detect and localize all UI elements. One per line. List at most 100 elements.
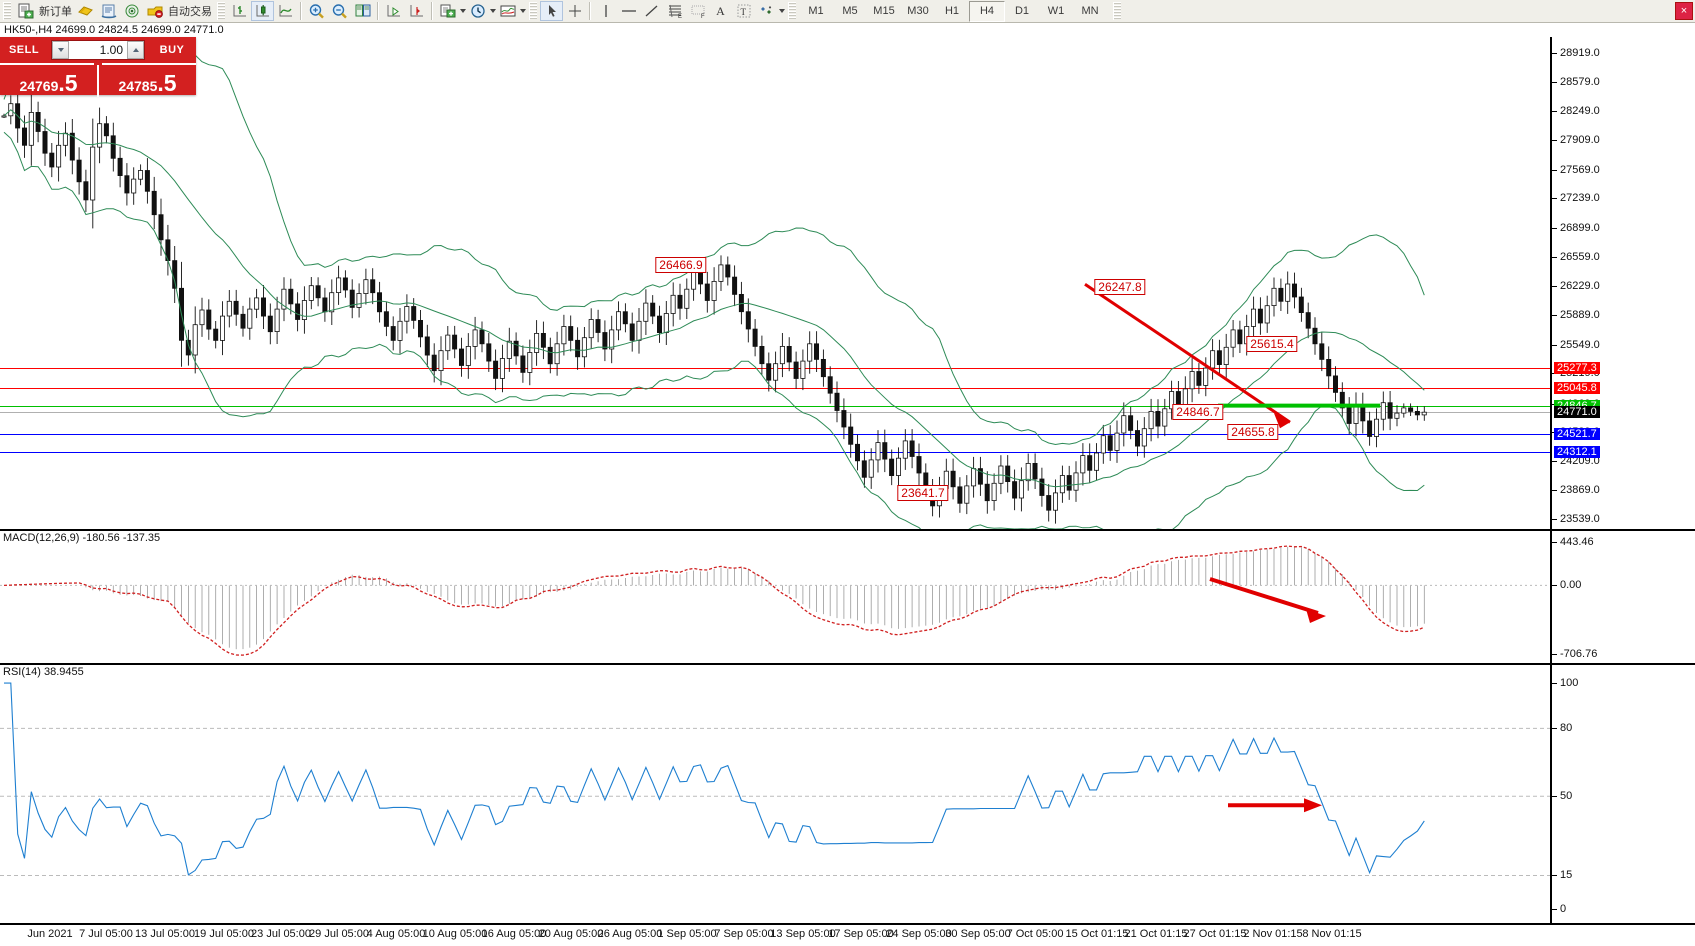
auto-scroll-icon[interactable] <box>382 1 405 21</box>
buy-price-int: 24785 <box>118 78 158 94</box>
toolbar-grip-5[interactable] <box>1113 2 1121 20</box>
one-click-trading-panel[interactable]: SELL 1.00 BUY 24769.5 24785.5 <box>0 37 196 97</box>
timeframe-m5[interactable]: M5 <box>842 5 858 17</box>
templates-dropdown-caret[interactable] <box>520 9 526 13</box>
autotrade-label[interactable]: 自动交易 <box>168 6 212 18</box>
level-badge[interactable]: 24521.7 <box>1554 427 1600 440</box>
level-badge[interactable]: 24771.0 <box>1554 406 1600 419</box>
toolbar-grip-2[interactable] <box>217 2 225 20</box>
level-line[interactable] <box>0 412 1550 414</box>
timeframe-m15[interactable]: M15 <box>873 5 895 17</box>
level-badge[interactable]: 24312.1 <box>1554 445 1600 458</box>
time-axis[interactable]: Jun 2021 7 Jul 05:00 13 Jul 05:00 19 Jul 05… <box>0 923 1695 946</box>
toolbar-grip-4[interactable] <box>788 2 796 20</box>
fibonacci-icon[interactable]: E <box>663 1 686 21</box>
sell-price[interactable]: 24769.5 <box>0 65 97 97</box>
timeframe-h4[interactable]: H4 <box>969 0 1005 22</box>
macd-pane[interactable]: MACD(12,26,9) -180.56 -137.35 443.46 0.00… <box>0 531 1695 665</box>
timeframe-mn[interactable]: MN <box>1081 5 1099 17</box>
crosshair-icon[interactable] <box>563 1 586 21</box>
new-order-label[interactable]: 新订单 <box>39 6 72 18</box>
main-toolbar[interactable]: 新订单 自动交易 <box>0 0 1695 23</box>
fibonacci-fan-icon[interactable]: F <box>686 1 709 21</box>
price-annotation[interactable]: 24655.8 <box>1227 424 1279 440</box>
vertical-line-icon[interactable] <box>594 1 617 21</box>
market-watch-icon[interactable] <box>97 1 120 21</box>
buy-price[interactable]: 24785.5 <box>99 65 196 97</box>
price-axis-tick <box>1552 344 1557 346</box>
rsi-pane[interactable]: RSI(14) 38.9455 100 80 50 15 0 <box>0 665 1695 925</box>
price-annotation[interactable]: 25615.4 <box>1246 336 1298 352</box>
rsi-svg <box>0 682 1550 876</box>
bar-chart-icon[interactable] <box>228 1 251 21</box>
price-annotation[interactable]: 24846.7 <box>1172 404 1224 420</box>
zoom-out-icon[interactable] <box>328 1 351 21</box>
timeframe-m1[interactable]: M1 <box>808 5 824 17</box>
rsi-plot-area[interactable] <box>0 665 1550 925</box>
toolbar-grip[interactable] <box>3 2 11 20</box>
rsi-axis-label: 100 <box>1560 677 1579 690</box>
level-badge[interactable]: 25277.3 <box>1554 362 1600 375</box>
toolbar-separator-4 <box>589 2 591 20</box>
candlestick-chart-icon[interactable] <box>251 1 274 21</box>
autotrade-icon[interactable] <box>143 1 166 21</box>
shapes-dropdown-caret[interactable] <box>779 9 785 13</box>
sell-button[interactable]: SELL <box>8 44 40 56</box>
timeframe-group[interactable]: M1 M5 M15 M30 H1 H4 D1 W1 MN <box>799 0 1107 22</box>
time-axis-label: Jun 2021 <box>27 928 73 940</box>
level-line[interactable] <box>0 433 1550 435</box>
horizontal-line-icon[interactable] <box>617 1 640 21</box>
level-badge[interactable]: 25045.8 <box>1554 382 1600 395</box>
tile-windows-icon[interactable] <box>351 1 374 21</box>
price-annotation[interactable]: 23641.7 <box>897 485 949 501</box>
line-chart-icon[interactable] <box>274 1 297 21</box>
time-axis-label: 17 Sep 05:00 <box>828 928 894 940</box>
macd-plot-area[interactable] <box>0 531 1550 663</box>
shapes-icon[interactable] <box>755 1 778 21</box>
rsi-axis-label: 50 <box>1560 790 1573 803</box>
new-order-icon[interactable] <box>14 1 37 21</box>
close-icon[interactable]: × <box>1675 2 1693 20</box>
time-axis-label: 15 Oct 01:15 <box>1065 928 1129 940</box>
period-icon[interactable] <box>466 1 489 21</box>
price-axis-label: 26899.0 <box>1560 221 1600 234</box>
chart-shift-icon[interactable] <box>405 1 428 21</box>
svg-text:F: F <box>701 14 705 19</box>
timeframe-m30[interactable]: M30 <box>907 5 929 17</box>
indicators-dropdown-caret[interactable] <box>460 9 466 13</box>
price-annotation[interactable]: 26247.8 <box>1094 279 1146 295</box>
price-axis[interactable]: 28919.0 28579.0 28249.0 27909.0 27569.0 27239… <box>1550 37 1695 529</box>
rsi-axis[interactable]: 100 80 50 15 0 <box>1550 665 1695 925</box>
time-axis-label: 10 Aug 05:00 <box>422 928 488 940</box>
navigator-icon[interactable] <box>120 1 143 21</box>
level-line[interactable] <box>0 388 1550 390</box>
volume-increment-button[interactable] <box>127 41 144 59</box>
templates-icon[interactable] <box>496 1 519 21</box>
trend-line-icon[interactable] <box>640 1 663 21</box>
price-plot-area[interactable]: 26466.9 26247.8 25615.4 24846.7 24655.8 23641… <box>0 37 1550 529</box>
price-axis-tick <box>1552 257 1557 259</box>
buy-button[interactable]: BUY <box>159 44 185 56</box>
text-label-icon[interactable]: T <box>732 1 755 21</box>
volume-decrement-button[interactable] <box>52 41 69 59</box>
price-pane[interactable]: 26466.9 26247.8 25615.4 24846.7 24655.8 23641… <box>0 37 1695 531</box>
indicators-icon[interactable] <box>436 1 459 21</box>
zoom-in-icon[interactable] <box>305 1 328 21</box>
timeframe-d1[interactable]: D1 <box>1014 5 1030 17</box>
chart-scrollbar[interactable] <box>1550 925 1695 946</box>
cursor-icon[interactable] <box>540 1 563 21</box>
volume-value[interactable]: 1.00 <box>99 43 123 57</box>
volume-stepper[interactable]: 1.00 <box>51 40 145 60</box>
macd-axis[interactable]: 443.46 0.00 -706.76 <box>1550 531 1695 663</box>
price-annotation[interactable]: 26466.9 <box>655 257 707 273</box>
text-icon[interactable]: A <box>716 3 725 18</box>
toolbar-grip-3[interactable] <box>529 2 537 20</box>
time-axis-label: 19 Jul 05:00 <box>194 928 254 940</box>
period-dropdown-caret[interactable] <box>490 9 496 13</box>
timeframe-h1[interactable]: H1 <box>944 5 960 17</box>
expert-advisors-icon[interactable] <box>74 1 97 21</box>
level-line[interactable] <box>0 405 1550 407</box>
price-axis-tick <box>1552 285 1557 287</box>
level-line[interactable] <box>0 451 1550 453</box>
timeframe-w1[interactable]: W1 <box>1047 5 1065 17</box>
